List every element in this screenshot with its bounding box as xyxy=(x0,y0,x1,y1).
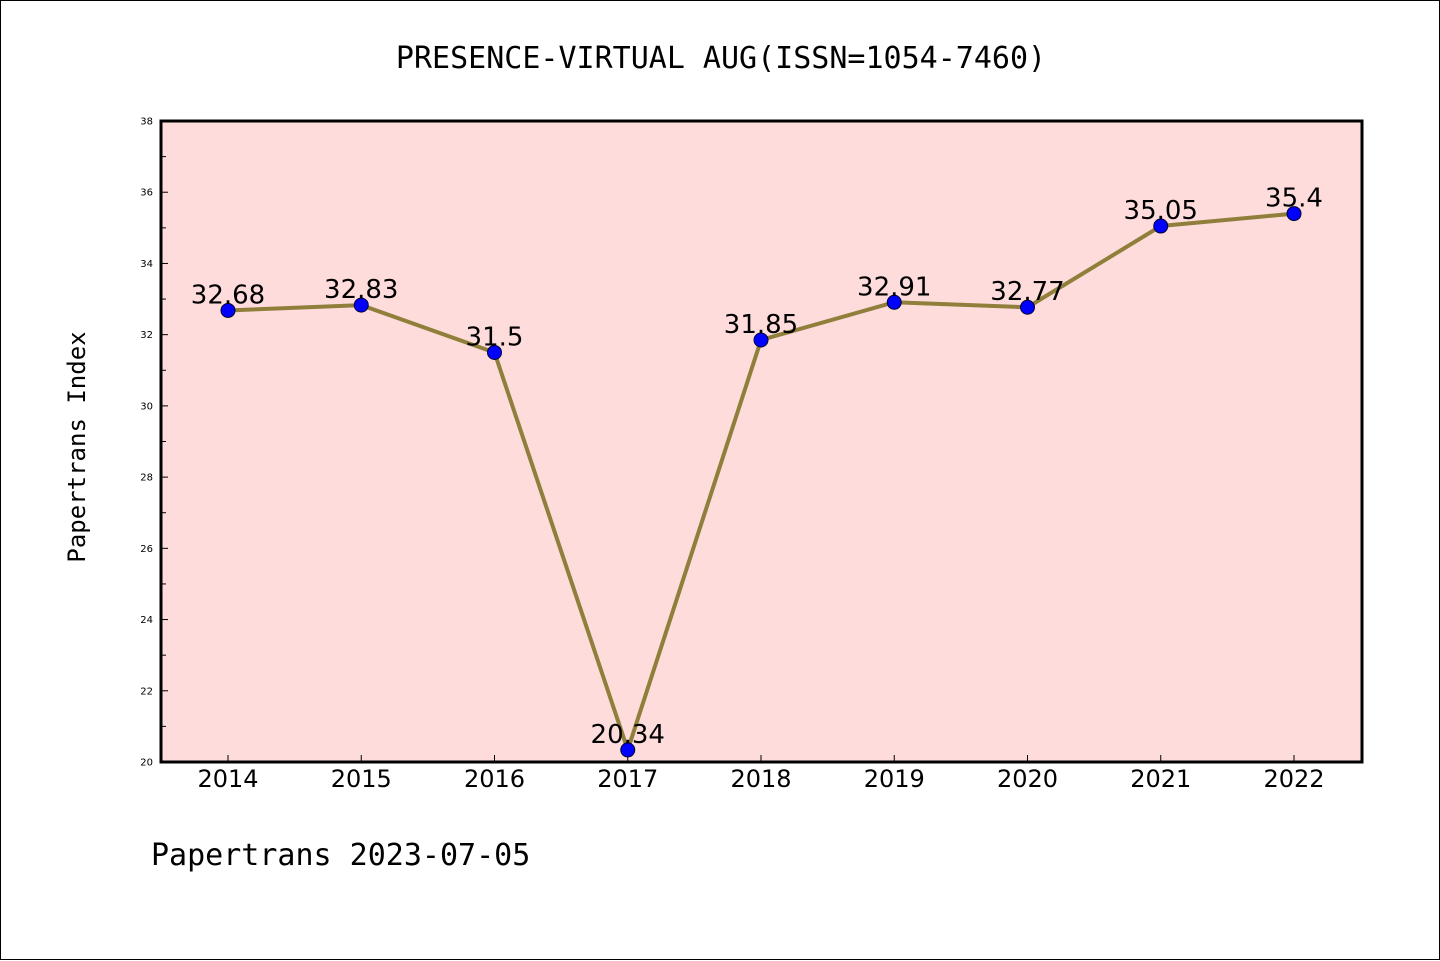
data-label: 31.85 xyxy=(724,310,798,340)
x-tick-label: 2020 xyxy=(997,765,1058,793)
y-tick-label: 38 xyxy=(140,117,153,128)
x-tick-label: 2014 xyxy=(197,765,258,793)
x-tick-label: 2019 xyxy=(864,765,925,793)
y-tick-label: 24 xyxy=(140,615,153,626)
data-label: 32.68 xyxy=(191,280,265,310)
y-axis-label: Papertrans Index xyxy=(63,331,91,562)
data-label: 35.05 xyxy=(1124,196,1198,226)
data-point xyxy=(353,297,369,313)
y-tick-label: 22 xyxy=(140,686,153,697)
y-tick-label: 32 xyxy=(140,330,153,341)
y-tick-label: 34 xyxy=(140,259,153,270)
y-tick-label: 36 xyxy=(140,188,153,199)
y-tick-label: 20 xyxy=(140,758,153,769)
data-point xyxy=(487,344,502,360)
x-tick-label: 2017 xyxy=(597,765,658,793)
x-tick-label: 2016 xyxy=(464,765,525,793)
data-point xyxy=(1153,218,1169,234)
x-axis-ticks: 2014 2015 2016 2017 2018 2019 2020 2021 2022 xyxy=(197,755,1325,793)
data-label: 31.5 xyxy=(466,322,524,352)
y-tick-label: 28 xyxy=(140,473,153,484)
chart-footer: Papertrans 2023-07-05 xyxy=(151,838,530,873)
x-tick-label: 2018 xyxy=(730,765,791,793)
data-point xyxy=(620,742,636,758)
data-labels-layer: 32.68 32.83 31.5 20.34 31.85 32.91 32.77 35.05 3… xyxy=(191,184,1323,750)
chart-title: PRESENCE-VIRTUAL AUG(ISSN=1054-7460) xyxy=(396,41,1046,76)
x-tick-label: 2022 xyxy=(1263,765,1324,793)
series-layer xyxy=(220,206,1302,758)
data-point xyxy=(220,302,236,318)
data-label: 32.83 xyxy=(324,275,398,305)
y-tick-label: 26 xyxy=(140,544,153,555)
x-tick-label: 2015 xyxy=(331,765,392,793)
data-point xyxy=(1020,299,1035,315)
data-point xyxy=(1286,206,1302,222)
x-tick-label: 2021 xyxy=(1130,765,1191,793)
y-tick-label: 30 xyxy=(140,401,153,412)
data-label: 32.77 xyxy=(990,277,1064,307)
data-label: 32.91 xyxy=(857,272,931,302)
data-point xyxy=(753,332,769,348)
data-point xyxy=(886,294,902,310)
data-label: 35.4 xyxy=(1265,184,1323,214)
data-label: 20.34 xyxy=(591,720,665,750)
plot-border xyxy=(159,119,1364,764)
